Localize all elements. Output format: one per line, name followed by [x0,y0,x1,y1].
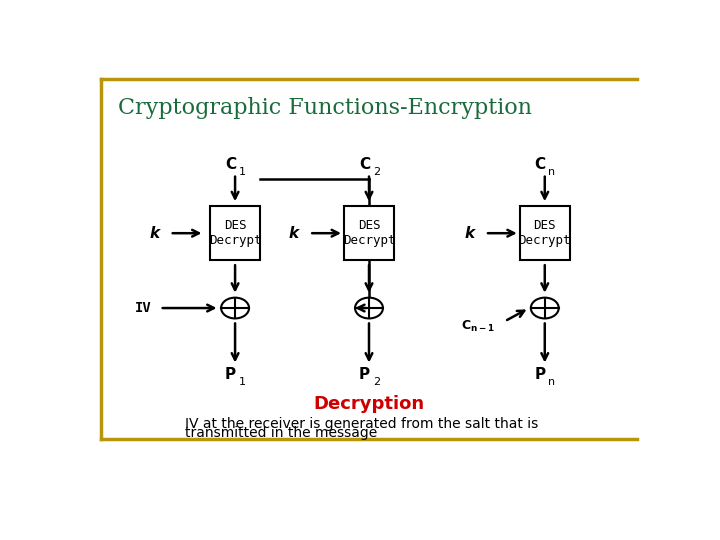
Text: P: P [535,367,546,382]
Text: IV at the receiver is generated from the salt that is: IV at the receiver is generated from the… [185,417,538,431]
Text: Cryptographic Functions-Encryption: Cryptographic Functions-Encryption [118,97,532,119]
Text: k: k [289,226,299,241]
Circle shape [355,298,383,319]
Text: DES
Decrypt: DES Decrypt [209,219,261,247]
Text: DES
Decrypt: DES Decrypt [343,219,395,247]
Text: 2: 2 [373,167,380,177]
Text: $\mathbf{C_{n-1}}$: $\mathbf{C_{n-1}}$ [461,319,495,334]
Circle shape [531,298,559,319]
Bar [344,206,394,260]
Text: n: n [549,377,556,387]
Text: C: C [359,157,370,172]
Text: C: C [225,157,236,172]
Text: k: k [149,226,159,241]
Text: Decryption: Decryption [313,395,425,413]
Bar [520,206,570,260]
Text: P: P [225,367,236,382]
Text: 1: 1 [239,167,246,177]
Text: IV: IV [135,301,151,315]
Text: k: k [464,226,474,241]
Text: 2: 2 [373,377,380,387]
Text: P: P [359,367,370,382]
Text: 1: 1 [239,377,246,387]
Text: C: C [535,157,546,172]
Text: DES
Decrypt: DES Decrypt [518,219,571,247]
Bar [210,206,260,260]
Circle shape [221,298,249,319]
Text: n: n [549,167,556,177]
Text: transmitted in the message: transmitted in the message [185,426,377,440]
